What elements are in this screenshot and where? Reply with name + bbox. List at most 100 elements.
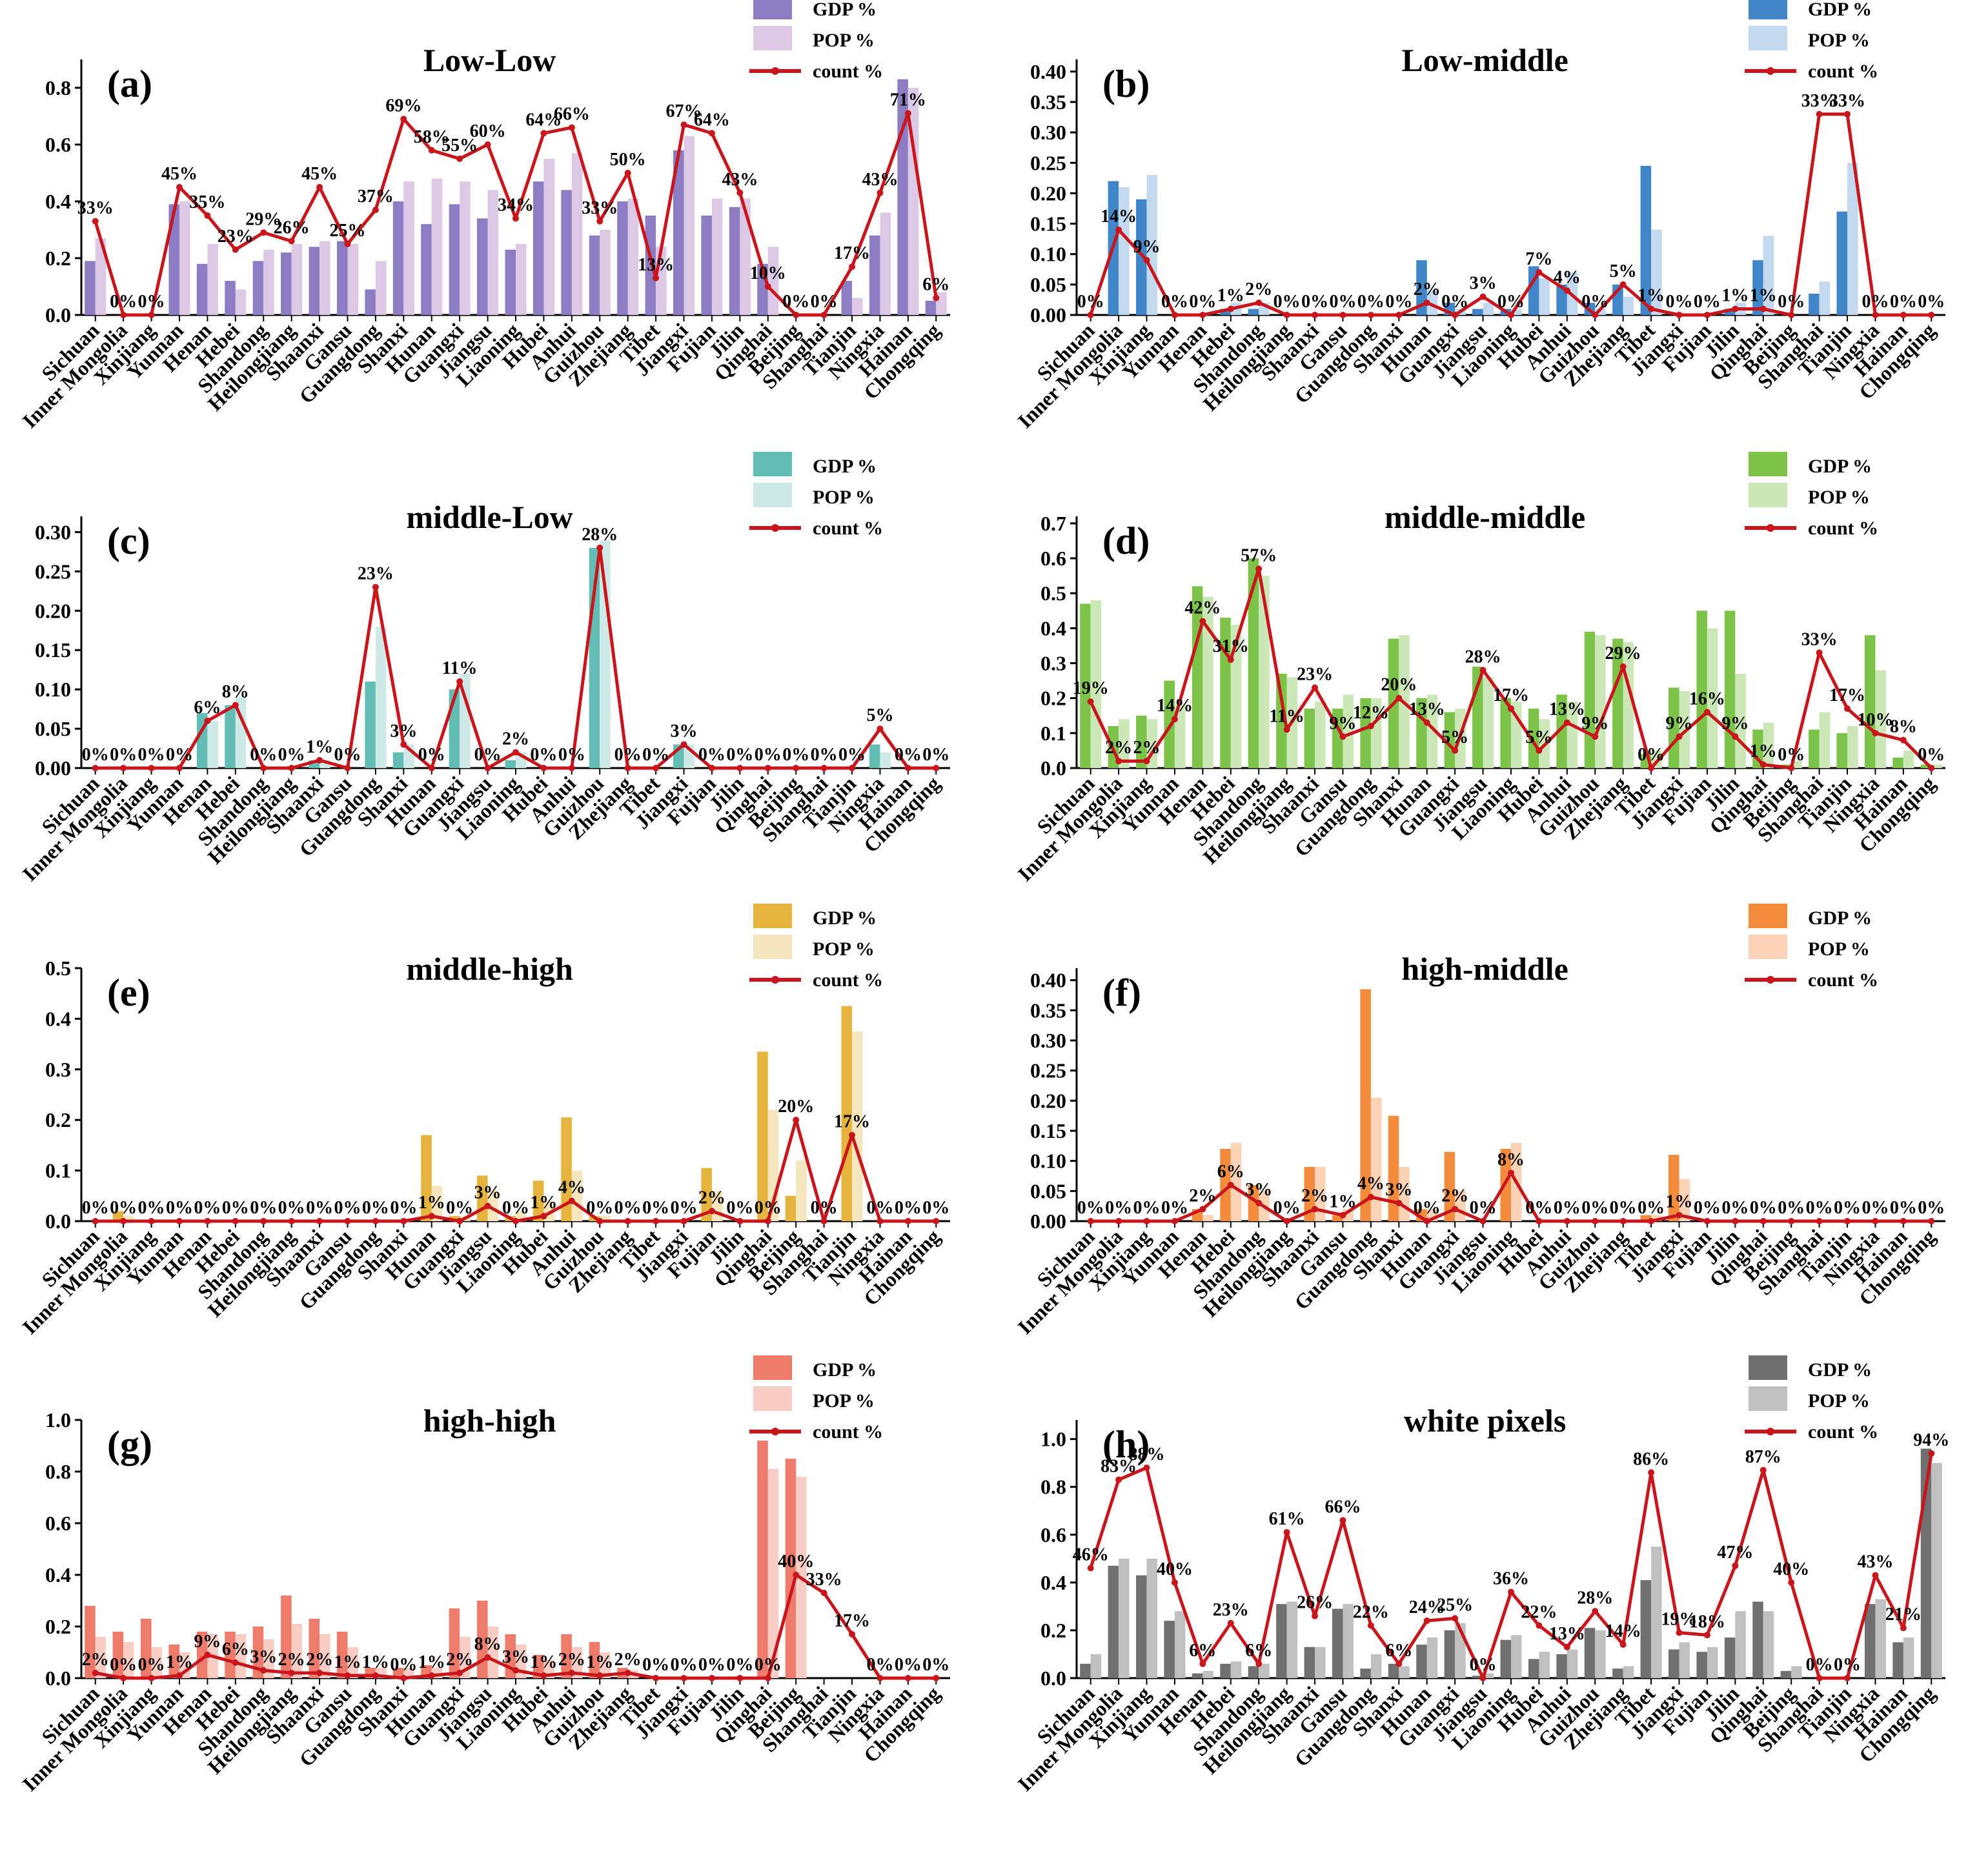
count-data-label: 6% — [1189, 1641, 1216, 1661]
pop-bar — [263, 249, 274, 315]
count-point — [1732, 305, 1739, 312]
count-data-label: 4% — [558, 1178, 585, 1198]
count-data-label: 3% — [390, 721, 417, 741]
legend-gdp-label: GDP % — [813, 1359, 877, 1381]
count-data-label: 2% — [698, 1188, 725, 1208]
gdp-bar — [1809, 729, 1820, 768]
pop-bar — [1847, 726, 1858, 768]
y-tick-label: 0.3 — [1040, 652, 1066, 675]
panel-label: (a) — [107, 63, 152, 105]
count-data-label: 0% — [782, 745, 809, 765]
count-point — [1648, 1218, 1655, 1224]
y-tick-label: 0.8 — [45, 76, 71, 99]
count-data-label: 0% — [642, 745, 669, 765]
count-data-label: 47% — [1717, 1543, 1753, 1563]
legend-count-label: count % — [813, 518, 883, 539]
count-point — [1928, 312, 1935, 318]
count-data-label: 0% — [194, 1198, 221, 1218]
gdp-bar — [1640, 166, 1652, 315]
count-point — [232, 1218, 239, 1224]
count-data-label: 2% — [502, 729, 529, 749]
panel-title: Low-middle — [1401, 42, 1568, 78]
count-point — [1592, 1218, 1599, 1224]
count-data-label: 21% — [1885, 1605, 1922, 1625]
legend-gdp-label: GDP % — [1808, 907, 1872, 929]
count-point — [849, 1631, 856, 1637]
gdp-bar — [1724, 1637, 1736, 1678]
count-data-label: 33% — [77, 198, 114, 218]
gdp-bar — [1444, 712, 1456, 768]
count-point — [653, 765, 660, 771]
count-point — [176, 1218, 183, 1224]
legend-pop-label: POP % — [1808, 30, 1870, 51]
count-data-label: 0% — [82, 1198, 109, 1218]
pop-bar — [684, 136, 695, 316]
count-data-label: 13% — [1549, 1624, 1585, 1644]
gdp-bar — [841, 281, 853, 315]
count-data-label: 0% — [1694, 1198, 1721, 1218]
count-data-label: 5% — [1610, 261, 1637, 281]
gdp-bar — [701, 1168, 712, 1221]
count-data-label: 4% — [1554, 267, 1581, 287]
count-data-label: 20% — [778, 1097, 814, 1117]
count-data-label: 60% — [470, 121, 506, 141]
pop-bar — [908, 88, 919, 315]
count-data-label: 0% — [250, 745, 277, 765]
gdp-bar — [392, 752, 404, 768]
gdp-bar — [281, 1596, 292, 1678]
y-tick-label: 1.0 — [1040, 1428, 1066, 1451]
count-data-label: 11% — [1269, 706, 1304, 726]
count-data-label: 10% — [1857, 710, 1893, 730]
pop-bar — [880, 212, 891, 315]
count-point — [653, 1218, 660, 1224]
count-data-label: 0% — [1161, 1198, 1188, 1218]
gdp-bar — [645, 216, 656, 315]
gdp-bar — [1696, 611, 1707, 768]
y-tick-label: 0.6 — [45, 1512, 71, 1535]
y-tick-label: 0.2 — [1040, 1619, 1066, 1642]
pop-bar — [627, 198, 639, 315]
count-point — [624, 1218, 631, 1224]
gdp-bar — [841, 1006, 853, 1221]
count-point — [820, 312, 827, 318]
count-data-label: 33% — [1801, 629, 1838, 649]
pop-bar — [235, 289, 247, 315]
gdp-bar — [1276, 673, 1287, 768]
count-point — [1283, 1529, 1290, 1536]
count-data-label: 0% — [110, 1655, 137, 1675]
pop-bar — [1202, 1670, 1213, 1678]
count-data-label: 1% — [530, 1652, 557, 1672]
count-data-label: 20% — [1381, 675, 1417, 695]
gdp-bar — [1248, 309, 1259, 315]
count-data-label: 28% — [582, 525, 618, 545]
gdp-bar — [1388, 1663, 1399, 1678]
count-point — [680, 1218, 687, 1224]
count-data-label: 17% — [834, 243, 870, 263]
pop-bar — [1791, 1666, 1802, 1678]
count-point — [484, 141, 491, 148]
count-data-label: 88% — [1129, 1444, 1165, 1464]
gdp-bar — [561, 190, 572, 315]
count-point — [232, 246, 239, 253]
count-point — [1143, 1464, 1150, 1472]
count-point — [1648, 765, 1655, 771]
gdp-bar — [336, 241, 348, 315]
count-data-label: 0% — [1273, 1198, 1301, 1218]
count-point — [1283, 1218, 1290, 1224]
pop-bar — [1875, 670, 1886, 768]
count-data-label: 43% — [722, 170, 758, 190]
pop-bar — [740, 198, 751, 315]
y-tick-label: 0.4 — [45, 1007, 71, 1030]
legend-count-label: count % — [813, 969, 883, 991]
pop-bar — [1763, 236, 1774, 315]
y-tick-label: 0.25 — [35, 560, 71, 583]
count-point — [428, 147, 435, 154]
count-point — [512, 749, 519, 756]
legend-gdp-swatch — [753, 904, 792, 928]
count-data-label: 0% — [1077, 1198, 1104, 1218]
pop-bar — [1763, 1611, 1774, 1678]
legend-count-marker — [771, 67, 779, 75]
y-tick-label: 0.35 — [1030, 90, 1066, 114]
pop-bar — [796, 1160, 807, 1221]
